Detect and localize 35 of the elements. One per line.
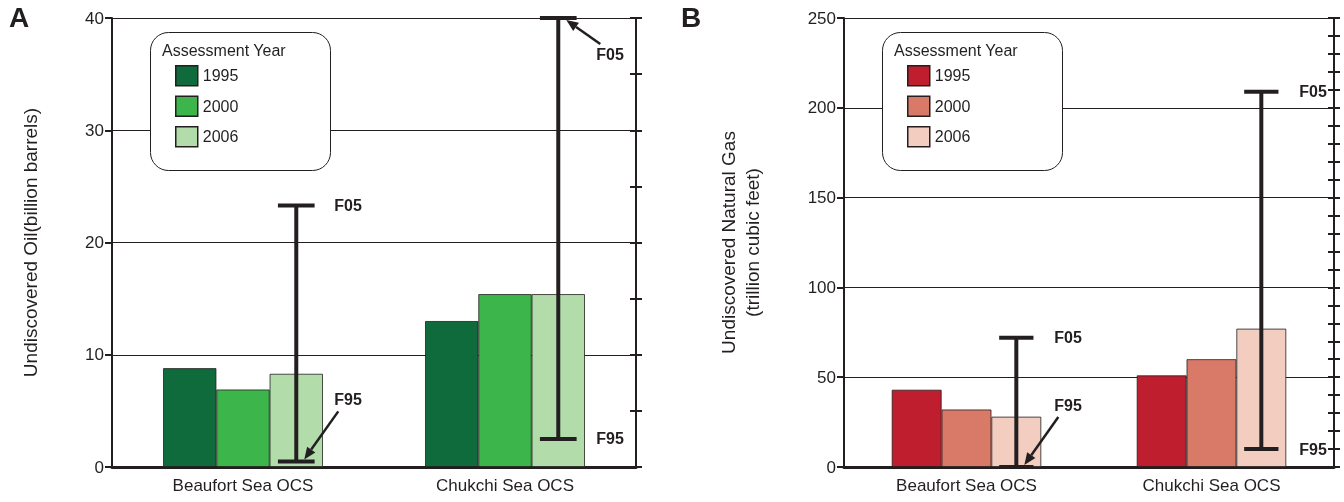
y-tick-label: 20 xyxy=(85,233,104,252)
annotation: F05 xyxy=(1299,83,1327,101)
y-tick-label: 250 xyxy=(807,8,836,28)
x-tick-label: Beaufort Sea OCS xyxy=(172,476,314,495)
legend-title: Assessment Year xyxy=(894,41,1019,59)
legend-label: 1995 xyxy=(202,67,239,85)
y-tick-label: 0 xyxy=(94,457,104,477)
y-tick-label: 30 xyxy=(85,120,104,140)
legend-label: 1995 xyxy=(934,67,971,85)
annotation: F95 xyxy=(596,430,624,448)
annotation: F95 xyxy=(1054,396,1082,414)
y-tick-label: 40 xyxy=(85,8,104,28)
y-tick-label: 0 xyxy=(826,457,836,477)
y-axis-title: Undiscovered Natural Gas (trillion cubic feet) xyxy=(717,131,763,354)
x-tick-label: Chukchi Sea OCS xyxy=(1142,476,1281,495)
legend-label: 2000 xyxy=(934,97,971,115)
legend-label: 2006 xyxy=(202,128,239,146)
y-tick-label: 50 xyxy=(817,367,836,387)
x-tick-label: Beaufort Sea OCS xyxy=(896,476,1037,495)
y-tick-label: 10 xyxy=(85,345,104,365)
y-axis-title: Undiscovered Oil(billion barrels) xyxy=(19,107,41,378)
annotation: F05 xyxy=(596,45,624,63)
y-tick-label: 100 xyxy=(807,277,836,297)
chart-title: B xyxy=(681,1,702,33)
y-tick-label: 200 xyxy=(807,98,836,118)
annotation: F95 xyxy=(1299,440,1327,458)
legend-label: 2000 xyxy=(202,97,239,115)
y-tick-label: 150 xyxy=(807,188,836,208)
chart-title: A xyxy=(9,1,30,33)
legend-title: Assessment Year xyxy=(162,41,287,59)
annotation: F05 xyxy=(334,196,362,214)
x-tick-label: Chukchi Sea OCS xyxy=(436,476,574,495)
annotation: F95 xyxy=(334,390,362,408)
legend-label: 2006 xyxy=(934,128,971,146)
annotation: F05 xyxy=(1054,329,1082,347)
